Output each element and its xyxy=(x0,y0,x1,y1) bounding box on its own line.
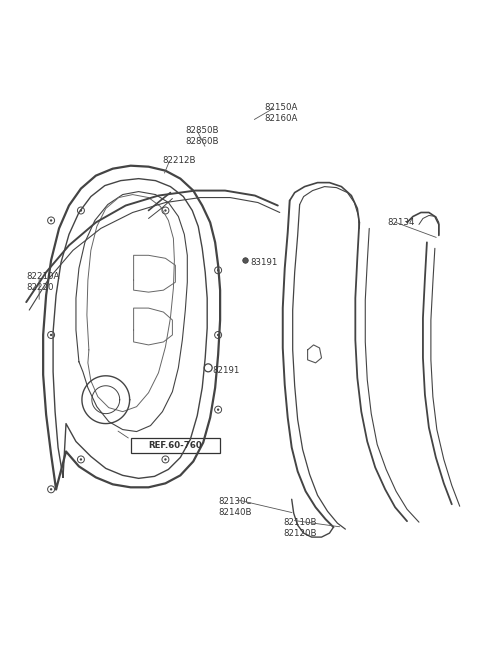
Circle shape xyxy=(50,488,52,491)
Text: 82212B: 82212B xyxy=(162,156,196,164)
Text: 83191: 83191 xyxy=(250,258,277,267)
FancyBboxPatch shape xyxy=(131,438,220,453)
Circle shape xyxy=(164,210,167,212)
Text: 82120B: 82120B xyxy=(284,529,317,538)
Circle shape xyxy=(80,458,82,460)
Text: 82850B: 82850B xyxy=(185,126,219,135)
Circle shape xyxy=(217,269,219,271)
Text: 82150A: 82150A xyxy=(265,103,298,112)
Text: 82160A: 82160A xyxy=(265,114,298,123)
Text: 82191: 82191 xyxy=(212,366,240,375)
Text: REF.60-760: REF.60-760 xyxy=(148,441,202,450)
Circle shape xyxy=(80,210,82,212)
Circle shape xyxy=(50,219,52,221)
Text: 82220: 82220 xyxy=(26,283,54,292)
Text: 82210A: 82210A xyxy=(26,272,60,281)
Circle shape xyxy=(50,334,52,336)
Text: 82110B: 82110B xyxy=(284,518,317,527)
Circle shape xyxy=(164,458,167,460)
Text: 82140B: 82140B xyxy=(218,508,252,517)
Circle shape xyxy=(217,334,219,336)
Text: 82134: 82134 xyxy=(387,219,415,227)
Circle shape xyxy=(217,409,219,411)
Text: 82860B: 82860B xyxy=(185,137,219,146)
Text: 82130C: 82130C xyxy=(218,497,252,506)
